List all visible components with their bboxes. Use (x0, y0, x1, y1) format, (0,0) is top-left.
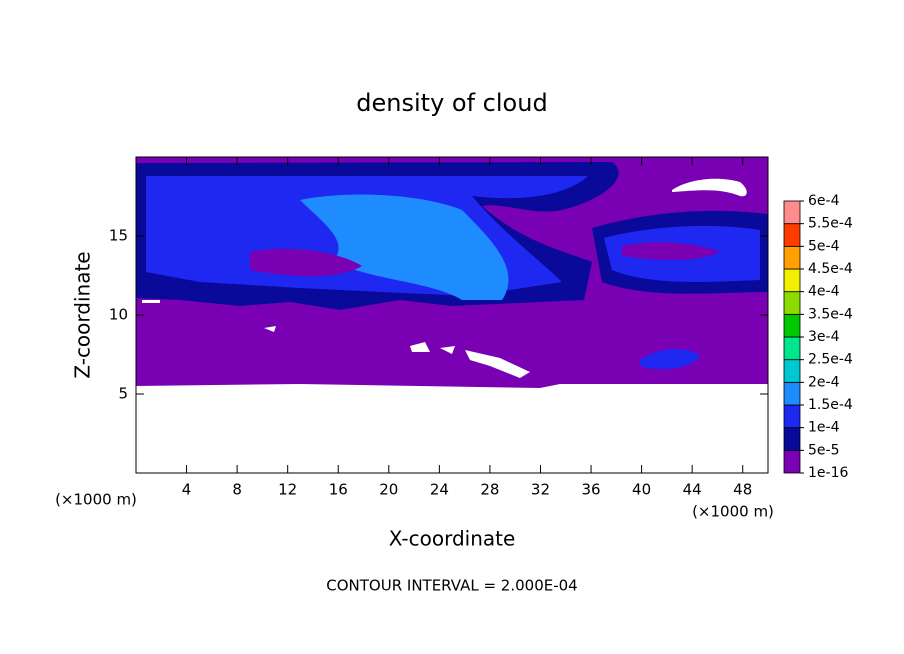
y-axis-label: Z-coordinate (71, 251, 95, 378)
colorbar-label: 5e-4 (808, 238, 840, 254)
x-tick-label: 12 (278, 481, 297, 499)
colorbar-label: 1e-16 (808, 465, 848, 481)
x-tick-label: 16 (329, 481, 348, 499)
x-tick-label: 44 (683, 481, 702, 499)
colorbar-label: 4.5e-4 (808, 261, 853, 277)
colorbar-swatch (783, 381, 801, 406)
colorbar-swatch (783, 427, 801, 451)
x-tick-label: 32 (531, 481, 550, 499)
footer-note: CONTOUR INTERVAL = 2.000E-04 (326, 577, 577, 595)
colorbar-swatch (783, 245, 801, 270)
colorbar-swatch (783, 404, 801, 429)
colorbar-swatch (783, 313, 801, 338)
colorbar-swatch (783, 291, 801, 315)
colorbar-swatch (783, 200, 801, 225)
colorbar-swatch (783, 336, 801, 361)
x-tick-label: 20 (379, 481, 398, 499)
x-tick-label: 36 (581, 481, 600, 499)
field-region (250, 248, 362, 277)
x-unit-label: (×1000 m) (55, 491, 137, 509)
colorbar-label: 1.5e-4 (808, 397, 853, 413)
x-unit-label: (×1000 m) (692, 503, 774, 521)
field-gap (672, 178, 747, 197)
x-tick-label: 28 (480, 481, 499, 499)
contour-field (136, 157, 768, 388)
colorbar-label: 3.5e-4 (808, 306, 853, 322)
field-region (622, 242, 720, 261)
colorbar-label: 3e-4 (808, 329, 840, 345)
x-tick-label: 4 (182, 481, 192, 499)
chart-title: density of cloud (356, 89, 547, 117)
x-tick-label: 8 (232, 481, 242, 499)
colorbar-label: 2.5e-4 (808, 352, 853, 368)
y-tick-label: 15 (109, 227, 128, 245)
x-tick-label: 24 (430, 481, 449, 499)
colorbar-label: 5.5e-4 (808, 216, 853, 232)
x-tick-label: 48 (733, 481, 752, 499)
x-axis-label: X-coordinate (389, 527, 516, 551)
y-tick-label: 5 (118, 385, 128, 403)
y-tick-label: 10 (109, 306, 128, 324)
colorbar-swatch (783, 223, 801, 247)
colorbar-swatch (783, 359, 801, 383)
colorbar-label: 1e-4 (808, 420, 840, 436)
colorbar-swatch (783, 449, 801, 474)
colorbar-label: 2e-4 (808, 374, 840, 390)
x-tick-label: 40 (632, 481, 651, 499)
field-region (300, 194, 509, 300)
colorbar-label: 5e-5 (808, 442, 839, 458)
colorbar-swatch (783, 268, 801, 293)
colorbar-label: 4e-4 (808, 284, 840, 300)
colorbar-label: 6e-4 (808, 193, 840, 209)
field-region (640, 348, 700, 370)
